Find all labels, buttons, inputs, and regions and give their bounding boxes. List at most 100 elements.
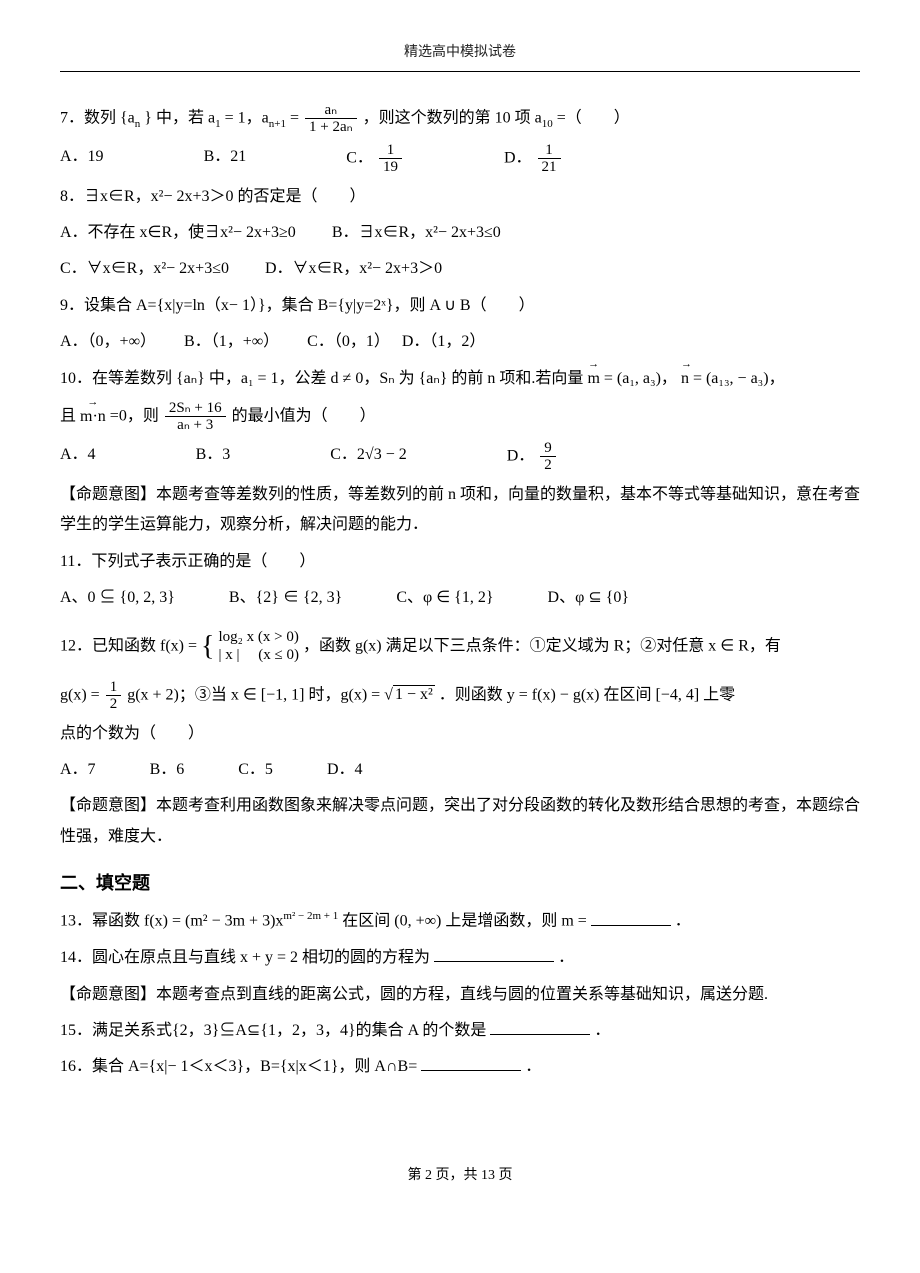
q13-b: 在区间 (0, +∞) 上是增函数，则 m = [342, 913, 591, 930]
q10-l2b: =0，则 [110, 408, 163, 425]
q10-opt-a: A．4 [60, 440, 96, 474]
q11-opt-b: B、{2} ∈ {2, 3} [229, 589, 342, 606]
question-11: 11．下列式子表示正确的是（ ） [60, 547, 860, 577]
q10-intent: 【命题意图】本题考查等差数列的性质，等差数列的前 n 项和，向量的数量积，基本不… [60, 480, 860, 541]
question-12-line2: g(x) = 1 2 g(x + 2)；③当 x ∈ [−1, 1] 时，g(x… [60, 679, 860, 713]
q10-d-num: 9 [540, 440, 556, 457]
question-9: 9．设集合 A={x|y=ln（x− 1）}，集合 B={y|y=2ˣ}，则 A… [60, 291, 860, 321]
blank-input[interactable] [434, 947, 554, 962]
q8-opt-a: A．不存在 x∈R，使∃x²− 2x+3≥0 [60, 224, 296, 241]
q7-c-pre: C． [346, 149, 373, 166]
question-16: 16．集合 A={x|− 1＜x＜3}，B={x|x＜1}，则 A∩B= ． [60, 1052, 860, 1082]
question-8: 8．∃x∈R，x²− 2x+3＞0 的否定是（ ） [60, 182, 860, 212]
q13-exp: m² − 2m + 1 [283, 910, 338, 922]
question-12-line3: 点的个数为（ ） [60, 719, 860, 749]
q10-l1c: = (a₁₃, − a₃)， [693, 370, 785, 387]
q8-opt-c: C．∀x∈R，x²− 2x+3≤0 [60, 260, 229, 277]
section-2-heading: 二、填空题 [60, 866, 860, 900]
q9-options: A．（0，+∞） B．（1，+∞） C．（0，1） D．（1，2） [60, 327, 860, 357]
q12-case1: log₂ x (x > 0) [218, 628, 298, 646]
q10-l1a: 10．在等差数列 {aₙ} 中，a₁ = 1，公差 d ≠ 0，Sₙ 为 {aₙ… [60, 370, 587, 387]
q7-c-den: 19 [379, 158, 402, 176]
page-header: 精选高中模拟试卷 [60, 40, 860, 72]
q9-opt-b: B．（1，+∞） [184, 333, 271, 350]
q7-frac-num: aₙ [305, 102, 357, 119]
q16-stem: 16．集合 A={x|− 1＜x＜3}，B={x|x＜1}，则 A∩B= [60, 1058, 417, 1075]
q10-d-den: 2 [540, 456, 556, 474]
q11-opt-d: D、φ ⊆ {0} [548, 589, 630, 606]
q8-opt-b: B．∃x∈R，x²− 2x+3≤0 [332, 224, 501, 241]
q7-opt-b: B．21 [204, 142, 247, 176]
q7-d-pre: D． [504, 149, 532, 166]
q10-d-pre: D． [507, 448, 535, 465]
q12-half-num: 1 [106, 679, 122, 696]
q10-fraction: 2Sₙ + 16 aₙ + 3 [165, 400, 226, 434]
vector-mn: m·n [80, 402, 106, 432]
q12-half-den: 2 [106, 695, 122, 713]
q10-l2a: 且 [60, 408, 80, 425]
q7-frac-den: 1 + 2aₙ [305, 118, 357, 136]
q12-opt-a: A．7 [60, 761, 96, 778]
blank-input[interactable] [591, 910, 671, 925]
q11-opt-c: C、φ ∈ {1, 2} [396, 589, 493, 606]
q12-sqrt: 1 − x² [393, 685, 435, 703]
q12-intent: 【命题意图】本题考查利用函数图象来解决零点问题，突出了对分段函数的转化及数形结合… [60, 791, 860, 852]
q12-l1b: ，函数 g(x) 满足以下三点条件：①定义域为 R；②对任意 x ∈ R，有 [303, 637, 781, 654]
q12-case2: | x | (x ≤ 0) [218, 646, 298, 664]
q11-opt-a: A、0 ⊆ {0, 2, 3} [60, 589, 175, 606]
q10-l2c: 的最小值为（ ） [232, 408, 376, 425]
q10-frac-den: aₙ + 3 [165, 416, 226, 434]
blank-input[interactable] [490, 1020, 590, 1035]
q12-l2a: g(x) = [60, 686, 104, 703]
question-13: 13．幂函数 f(x) = (m² − 3m + 3)xm² − 2m + 1 … [60, 906, 860, 937]
q9-opt-a: A．（0，+∞） [60, 333, 148, 350]
q7-stem-f: =（ ） [557, 109, 630, 126]
q12-opt-b: B．6 [150, 761, 185, 778]
q7-opt-c: C． 119 [346, 142, 404, 176]
q14-end: ． [558, 949, 574, 966]
q7-stem-c: = 1，a [225, 109, 269, 126]
q10-frac-num: 2Sₙ + 16 [165, 400, 226, 417]
q12-half: 1 2 [106, 679, 122, 713]
q10-opt-b: B．3 [196, 440, 231, 474]
q7-stem-e: ，则这个数列的第 10 项 a [363, 109, 542, 126]
q16-end: ． [525, 1058, 541, 1075]
q12-l2c: ．则函数 y = f(x) − g(x) 在区间 [−4, 4] 上零 [439, 686, 735, 703]
q12-opt-d: D．4 [327, 761, 363, 778]
q7-d-den: 21 [538, 158, 561, 176]
q11-options: A、0 ⊆ {0, 2, 3} B、{2} ∈ {2, 3} C、φ ∈ {1,… [60, 583, 860, 613]
question-7: 7．数列 {an } 中，若 a1 = 1，an+1 = aₙ 1 + 2aₙ … [60, 102, 860, 136]
q7-opt-d: D． 121 [504, 142, 563, 176]
question-15: 15．满足关系式{2，3}⊆A⊆{1，2，3，4}的集合 A 的个数是 ． [60, 1016, 860, 1046]
q7-opt-a: A．19 [60, 142, 104, 176]
vector-n: n [681, 364, 689, 394]
vector-m: m [587, 364, 599, 394]
q15-stem: 15．满足关系式{2，3}⊆A⊆{1，2，3，4}的集合 A 的个数是 [60, 1022, 486, 1039]
q7-c-num: 1 [379, 142, 402, 159]
q8-opt-d: D．∀x∈R，x²− 2x+3＞0 [265, 260, 442, 277]
q15-end: ． [594, 1022, 610, 1039]
page: 精选高中模拟试卷 7．数列 {an } 中，若 a1 = 1，an+1 = aₙ… [0, 0, 920, 1273]
q10-options: A．4 B．3 C．2√3 − 2 D． 92 [60, 440, 860, 474]
q10-opt-d: D． 92 [507, 440, 558, 474]
page-footer: 第 2 页，共 13 页 [60, 1163, 860, 1190]
question-10-line1: 10．在等差数列 {aₙ} 中，a₁ = 1，公差 d ≠ 0，Sₙ 为 {aₙ… [60, 364, 860, 394]
q7-options: A．19 B．21 C． 119 D． 121 [60, 142, 860, 176]
blank-input[interactable] [421, 1056, 521, 1071]
q7-fraction: aₙ 1 + 2aₙ [305, 102, 357, 136]
q14-intent: 【命题意图】本题考查点到直线的距离公式，圆的方程，直线与圆的位置关系等基础知识，… [60, 980, 860, 1010]
q12-options: A．7 B．6 C．5 D．4 [60, 755, 860, 785]
q13-c: ． [675, 913, 691, 930]
q9-opt-c: C．（0，1） [307, 333, 382, 350]
q14-stem: 14．圆心在原点且与直线 x + y = 2 相切的圆的方程为 [60, 949, 430, 966]
q12-cases: log₂ x (x > 0) | x | (x ≤ 0) [218, 628, 298, 664]
q13-a: 13．幂函数 f(x) = (m² − 3m + 3)x [60, 913, 283, 930]
question-10-line2: 且 m·n =0，则 2Sₙ + 16 aₙ + 3 的最小值为（ ） [60, 400, 860, 434]
question-14: 14．圆心在原点且与直线 x + y = 2 相切的圆的方程为 ． [60, 943, 860, 973]
q12-l2b: g(x + 2)；③当 x ∈ [−1, 1] 时，g(x) = [127, 686, 384, 703]
q12-l1a: 12．已知函数 f(x) = [60, 637, 201, 654]
q10-opt-c: C．2√3 − 2 [330, 440, 406, 474]
q7-stem-d: = [290, 109, 303, 126]
question-12-line1: 12．已知函数 f(x) = { log₂ x (x > 0) | x | (x… [60, 620, 860, 673]
q10-l1b: = (a₁, a₃)， [604, 370, 677, 387]
